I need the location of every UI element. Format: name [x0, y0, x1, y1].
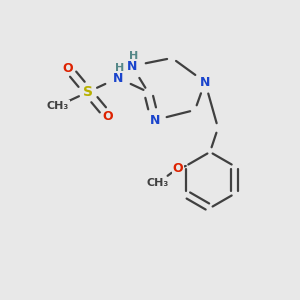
- Text: O: O: [63, 61, 73, 74]
- Text: S: S: [83, 85, 93, 99]
- Text: O: O: [173, 161, 183, 175]
- Text: CH₃: CH₃: [147, 178, 169, 188]
- Text: N: N: [200, 76, 210, 88]
- Text: O: O: [103, 110, 113, 122]
- Text: N: N: [127, 59, 137, 73]
- Text: N: N: [150, 113, 160, 127]
- Text: CH₃: CH₃: [47, 101, 69, 111]
- Text: H: H: [116, 63, 124, 73]
- Text: N: N: [113, 71, 123, 85]
- Text: H: H: [129, 51, 139, 61]
